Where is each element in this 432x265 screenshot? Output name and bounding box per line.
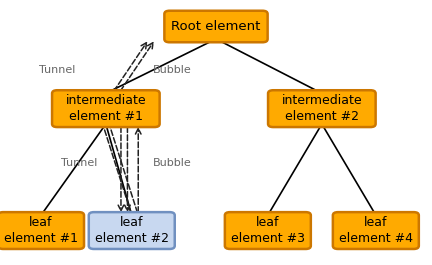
Text: intermediate
element #1: intermediate element #1 [66, 94, 146, 123]
Text: leaf
element #2: leaf element #2 [95, 216, 169, 245]
Text: leaf
element #3: leaf element #3 [231, 216, 305, 245]
Text: Bubble: Bubble [153, 65, 192, 75]
FancyBboxPatch shape [0, 212, 84, 249]
Text: Tunnel: Tunnel [61, 158, 97, 168]
Text: Tunnel: Tunnel [39, 65, 76, 75]
Text: intermediate
element #2: intermediate element #2 [282, 94, 362, 123]
FancyBboxPatch shape [333, 212, 419, 249]
FancyBboxPatch shape [52, 90, 160, 127]
FancyBboxPatch shape [225, 212, 311, 249]
Text: Root element: Root element [172, 20, 260, 33]
FancyBboxPatch shape [164, 11, 267, 42]
Text: leaf
element #1: leaf element #1 [4, 216, 78, 245]
FancyBboxPatch shape [268, 90, 375, 127]
Text: leaf
element #4: leaf element #4 [339, 216, 413, 245]
FancyBboxPatch shape [89, 212, 175, 249]
Text: Bubble: Bubble [153, 158, 192, 168]
